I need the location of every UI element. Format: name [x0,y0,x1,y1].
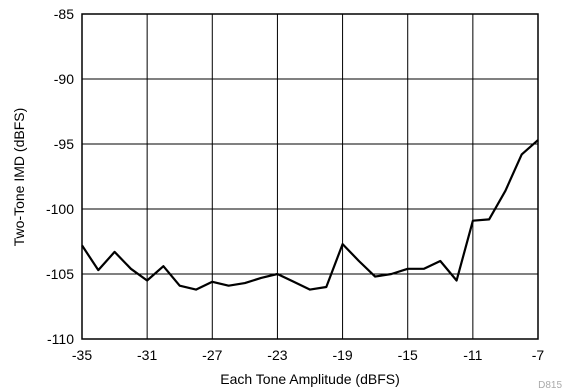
y-tick-label: -90 [54,71,74,87]
x-tick-labels: -35 -31 -27 -23 -19 -15 -11 -7 [72,347,545,363]
x-tick-label: -31 [137,347,157,363]
series-line [81,139,539,291]
x-tick-label: -7 [532,347,545,363]
x-tick-label: -27 [202,347,222,363]
x-axis-title: Each Tone Amplitude (dBFS) [220,371,400,387]
y-tick-label: -95 [54,136,74,152]
y-tick-label: -105 [46,266,74,282]
y-tick-label: -100 [46,201,74,217]
x-tick-label: -23 [267,347,287,363]
y-axis-title: Two-Tone IMD (dBFS) [11,108,27,246]
figure-id: D815 [538,380,562,391]
y-tick-label: -85 [54,6,74,22]
series-layer [81,139,539,291]
x-tick-label: -15 [398,347,418,363]
plot-frame [81,13,539,340]
y-tick-labels: -85 -90 -95 -100 -105 -110 [46,6,74,347]
y-tick-label: -110 [47,331,74,347]
x-tick-label: -19 [332,347,352,363]
x-tick-label: -11 [463,347,482,363]
x-tick-label: -35 [72,347,92,363]
